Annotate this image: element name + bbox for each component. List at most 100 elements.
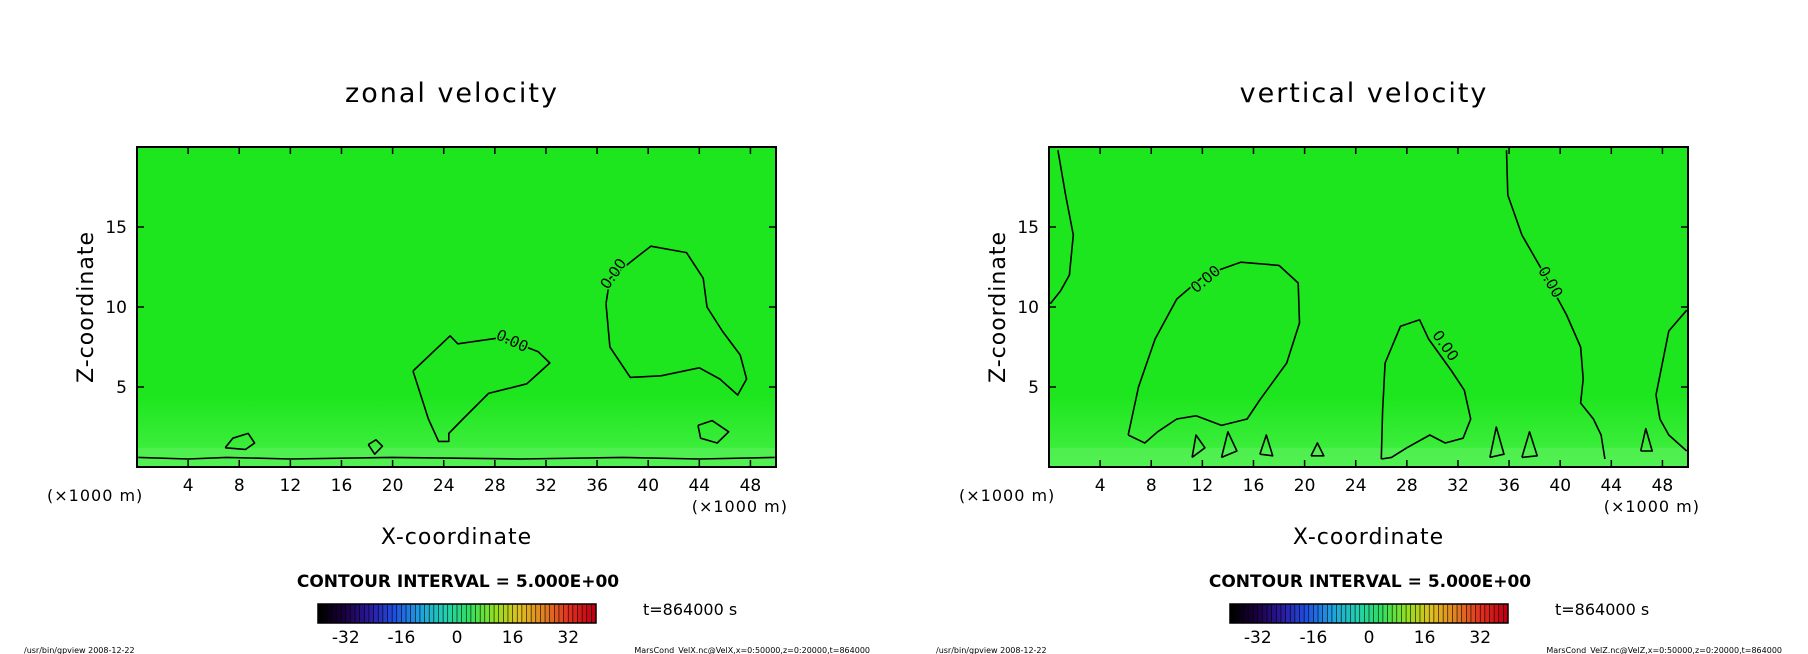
plot-area (137, 147, 776, 467)
x-tick-label: 4 (1095, 476, 1106, 496)
time-label: t=864000 s (1555, 600, 1649, 619)
colorbar-cell (368, 604, 375, 623)
colorbar-tick-label: 32 (557, 628, 579, 648)
colorbar: -32 -16 0 16 32 (1229, 603, 1509, 648)
colorbar-cell (1257, 604, 1263, 623)
x-tick-label: 20 (382, 476, 404, 496)
x-axis-label: X-coordinate (1293, 525, 1444, 550)
colorbar-cell (591, 604, 597, 623)
colorbar-cell (410, 604, 416, 623)
colorbar-cell (1466, 604, 1472, 623)
x-tick-label: 24 (1345, 476, 1367, 496)
colorbar-cell (457, 604, 463, 623)
colorbar-cell (443, 604, 449, 623)
contour-line (1310, 442, 1325, 457)
colorbar-cell (489, 604, 495, 623)
contour-line (1259, 434, 1274, 457)
colorbar-cell (1253, 604, 1259, 623)
colorbar-cell (419, 604, 426, 623)
colorbar-cell (1230, 604, 1236, 623)
x-tick-label: 20 (1294, 476, 1316, 496)
colorbar-cell (1419, 604, 1426, 623)
x-axis-label: X-coordinate (381, 525, 532, 550)
colorbar-cell (512, 604, 518, 623)
contour-line (224, 432, 256, 451)
x-tick-label: 48 (1652, 476, 1674, 496)
colorbar-cell (1267, 604, 1273, 623)
colorbar-cell (396, 604, 402, 623)
colorbar-cell (1424, 604, 1430, 623)
contour-line (1489, 426, 1505, 459)
colorbar-cell (461, 604, 467, 623)
colorbar-cell (503, 604, 509, 623)
colorbar-cell (475, 604, 481, 623)
colorbar-cell (1331, 604, 1338, 623)
colorbar-cell (582, 604, 588, 623)
contour-line (1380, 319, 1472, 460)
contour-line (1191, 434, 1206, 459)
x-tick-label: 28 (484, 476, 506, 496)
colorbar-frame (1229, 603, 1509, 624)
colorbar-cell (1406, 604, 1412, 623)
colorbar-tick-label: 16 (502, 628, 524, 648)
colorbar-cell (331, 604, 338, 623)
colorbar-cell (1350, 604, 1356, 623)
colorbar-cell (1484, 604, 1490, 623)
y-tick-label: 5 (1028, 378, 1039, 398)
footer-right: MarsCond_VelX.nc@VelX,x=0:50000,z=0:2000… (634, 646, 870, 654)
x-tick-label: 4 (183, 476, 194, 496)
colorbar-cell (1327, 604, 1333, 623)
colorbar-cell (531, 604, 537, 623)
contour-line (1639, 427, 1653, 452)
colorbar-cell (327, 604, 333, 623)
colorbar-cell (1336, 604, 1342, 623)
colorbar-cell (568, 604, 574, 623)
colorbar-cell (1290, 604, 1296, 623)
colorbar-cell (1373, 604, 1379, 623)
x-tick-label: 36 (1498, 476, 1520, 496)
colorbar-cell (406, 604, 412, 623)
colorbar-tick-label: 0 (1364, 628, 1375, 648)
x-tick-label: 28 (1396, 476, 1418, 496)
colorbar-cell (1494, 604, 1500, 623)
colorbar-cell (1470, 604, 1477, 623)
colorbar-cell (1243, 604, 1250, 623)
colorbar-frame (317, 603, 597, 624)
x-tick-label: 44 (688, 476, 710, 496)
colorbar-cell (1447, 604, 1453, 623)
colorbar-cell (507, 604, 514, 623)
colorbar-cell (535, 604, 541, 623)
x-tick-label: 40 (637, 476, 659, 496)
x-tick-label: 12 (280, 476, 302, 496)
colorbar-cell (1438, 604, 1444, 623)
colorbar-cell (545, 604, 551, 623)
colorbar-cell (1433, 604, 1439, 623)
colorbar-cell (1378, 604, 1384, 623)
colorbar-cell (1429, 604, 1435, 623)
colorbar-cell (572, 604, 578, 623)
colorbar-cell (480, 604, 486, 623)
colorbar-cell (438, 604, 444, 623)
colorbar-cell (1322, 604, 1328, 623)
colorbar-cell (1234, 604, 1240, 623)
chart-title: vertical velocity (1240, 78, 1489, 109)
surface-band (1049, 447, 1688, 467)
colorbar-cell (415, 604, 421, 623)
colorbar-cell (558, 604, 565, 623)
colorbar-cell (382, 604, 388, 623)
colorbar-cell (350, 604, 356, 623)
colorbar-cell (1248, 604, 1254, 623)
colorbar-cell (322, 604, 328, 623)
contour-line (412, 335, 551, 443)
colorbar-cell (336, 604, 342, 623)
contour-line (1505, 150, 1606, 460)
colorbar-cell (1489, 604, 1495, 623)
contour-interval-label: CONTOUR INTERVAL = 5.000E+00 (297, 572, 619, 592)
contour-line (1655, 309, 1688, 452)
x-tick-label: 44 (1600, 476, 1622, 496)
colorbar-cell (1239, 604, 1245, 623)
colorbar-cell (1294, 604, 1300, 623)
colorbar-tick-label: -32 (1244, 628, 1272, 648)
colorbar-tick-label: -32 (332, 628, 360, 648)
